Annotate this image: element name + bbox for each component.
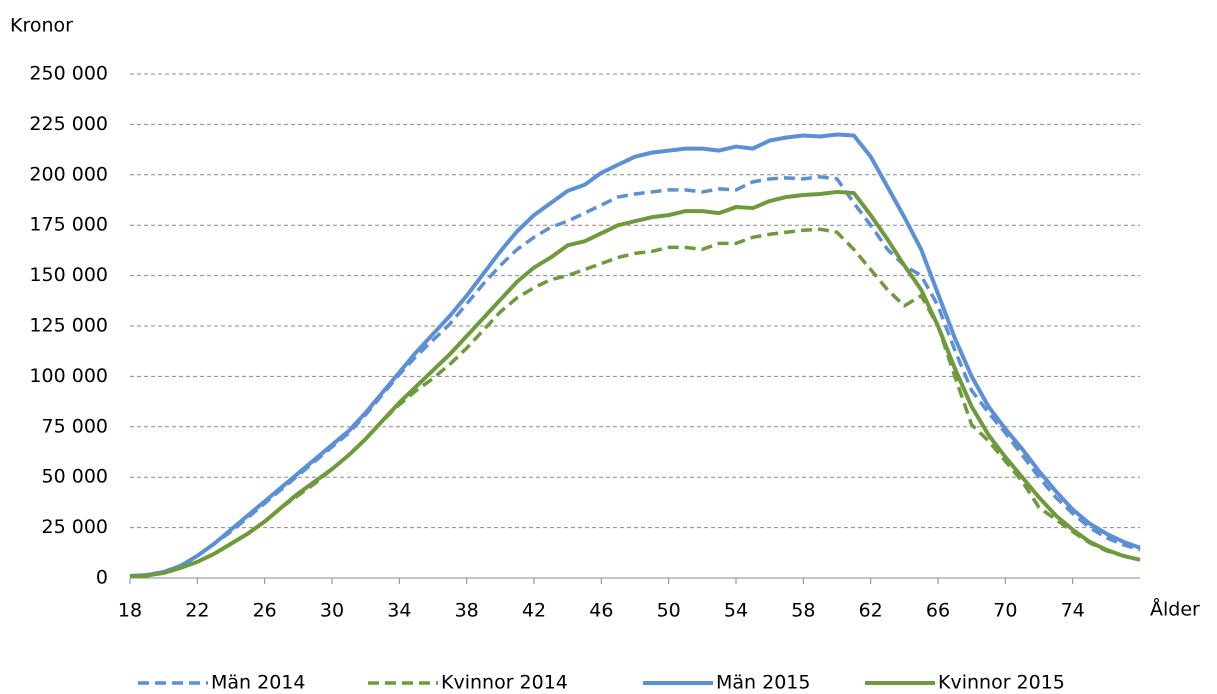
x-tick-label: 50 xyxy=(657,600,681,622)
x-tick-label: 30 xyxy=(320,600,344,622)
x-tick-label: 38 xyxy=(455,600,479,622)
x-tick-label: 58 xyxy=(791,600,815,622)
y-tick-label: 100 000 xyxy=(29,365,108,387)
legend-label: Kvinnor 2015 xyxy=(938,672,1065,694)
x-tick-label: 42 xyxy=(522,600,546,622)
x-tick-label: 46 xyxy=(589,600,613,622)
y-tick-label: 150 000 xyxy=(29,264,108,286)
x-tick-label: 22 xyxy=(185,600,209,622)
y-tick-label: 75 000 xyxy=(42,415,108,437)
y-tick-label: 0 xyxy=(96,567,108,589)
series-line xyxy=(129,132,1141,578)
y-axis-label: Kronor xyxy=(10,15,73,37)
y-tick-label: 25 000 xyxy=(42,516,108,538)
y-tick-label: 125 000 xyxy=(29,315,108,337)
x-tick-label: 54 xyxy=(724,600,748,622)
legend-label: Män 2014 xyxy=(211,672,305,694)
legend-label: Kvinnor 2014 xyxy=(441,672,568,694)
y-tick-label: 50 000 xyxy=(42,466,108,488)
x-tick-label: 66 xyxy=(926,600,950,622)
y-tick-label: 200 000 xyxy=(29,163,108,185)
series-line xyxy=(129,175,1141,578)
x-tick-label: 26 xyxy=(253,600,277,622)
x-tick-label: 18 xyxy=(118,600,142,622)
x-tick-label: 62 xyxy=(859,600,883,622)
x-tick-label: 34 xyxy=(387,600,411,622)
legend-label: Män 2015 xyxy=(716,672,810,694)
series-line xyxy=(129,189,1141,578)
x-tick-label: 70 xyxy=(993,600,1017,622)
x-tick-label: 74 xyxy=(1061,600,1085,622)
x-axis-label: Ålder xyxy=(1150,598,1200,621)
y-tick-label: 225 000 xyxy=(29,113,108,135)
y-tick-label: 175 000 xyxy=(29,214,108,236)
y-tick-label: 250 000 xyxy=(29,63,108,85)
